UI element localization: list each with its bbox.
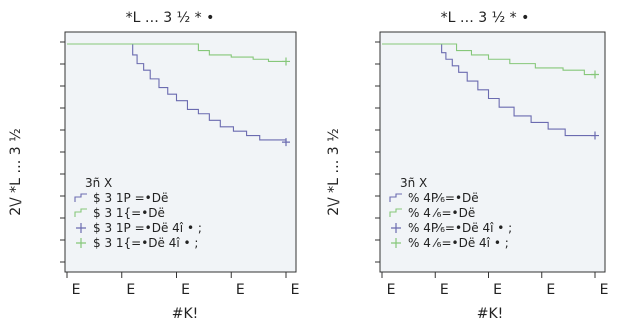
x-tick-label: E — [440, 282, 449, 298]
legend-marker — [391, 238, 401, 248]
chart-panel-left: *L … 3 ½ * • 2\/ *L … 3 ½ #K! E E E E E3ñ X$… — [8, 10, 299, 322]
legend-marker — [76, 238, 86, 248]
legend-line — [74, 193, 87, 202]
legend-label: $ 3 1P =•Dë — [93, 191, 168, 205]
legend-title: 3ñ X — [85, 176, 112, 190]
x-tick-label: E — [291, 282, 300, 298]
legend-title: 3ñ X — [400, 176, 427, 190]
chart-title-right: *L … 3 ½ * • — [441, 10, 530, 26]
legend-marker — [391, 223, 401, 233]
censor-mark — [282, 138, 290, 147]
series-line — [382, 43, 595, 76]
y-axis-label-left: 2\/ *L … 3 ½ — [8, 128, 24, 215]
y-axis-label-right: 2\/ *L … 3 ½ — [326, 128, 342, 215]
legend-label: % 4 ⁄₆=•Dë 4î • ; — [408, 236, 509, 250]
legend-label: $ 3 1P =•Dë 4î • ; — [93, 221, 202, 235]
plot-area — [64, 31, 297, 273]
x-axis-label-right: #K! — [477, 306, 504, 322]
series-line — [67, 43, 286, 62]
legend-line — [74, 208, 87, 217]
x-tick-label: E — [600, 282, 609, 298]
x-axis-label-left: #K! — [172, 306, 199, 322]
legend-label: $ 3 1{=•Dë 4î • ; — [93, 236, 198, 250]
censor-mark — [591, 131, 599, 140]
legend-label: % 4P⁄₆=•Dë 4î • ; — [408, 221, 512, 235]
x-tick-label: E — [546, 282, 555, 298]
x-tick-label: E — [126, 282, 135, 298]
chart-panel-right: *L … 3 ½ * • 2\/ *L … 3 ½ #K! E E E E E 3ñ X%… — [326, 10, 608, 322]
x-tick-label: E — [181, 282, 190, 298]
x-tick-label: E — [72, 282, 81, 298]
legend-line — [389, 193, 402, 202]
chart-title-left: *L … 3 ½ * • — [126, 10, 215, 26]
legend-marker — [76, 223, 86, 233]
censor-mark — [591, 70, 599, 79]
legend-line — [389, 208, 402, 217]
censor-mark — [282, 57, 290, 66]
legend-label: % 4 ⁄₆=•Dë — [408, 206, 475, 220]
plot-area — [379, 31, 606, 273]
x-tick-label: E — [493, 282, 502, 298]
series-line — [382, 43, 595, 137]
legend-label: $ 3 1{=•Dë — [93, 206, 165, 220]
series-line — [67, 43, 287, 143]
legend-label: % 4P⁄₆=•Dë — [408, 191, 479, 205]
x-tick-label: E — [387, 282, 396, 298]
x-tick-label: E — [236, 282, 245, 298]
